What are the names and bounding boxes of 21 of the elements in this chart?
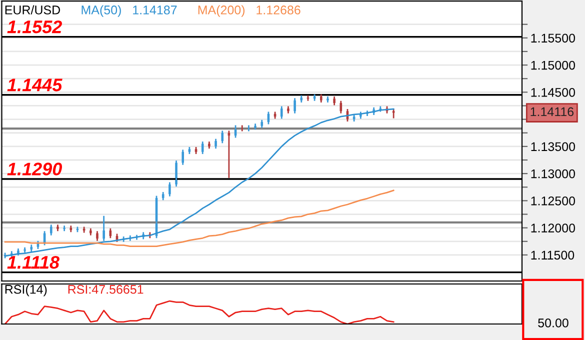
ref-line-label: 1.1290 [7,162,62,176]
line-series [4,190,394,247]
line-series [4,108,394,257]
ref-line-label: 1.1118 [7,256,60,269]
chart-title: RSI(14) [5,284,47,296]
y-tick-label: 1.15000 [531,60,576,70]
text: MA(200) 1.12686 [198,5,300,17]
text: 1.14116 [530,107,574,116]
y-tick-label: 1.11500 [531,250,574,260]
chart-title: EUR/USD [5,5,60,14]
y-tick-label: 1.12500 [531,196,576,206]
text: MA(50) 1.14187 [82,5,177,17]
y-tick-label: 1.14500 [531,88,576,97]
ref-line-label: 1.1552 [7,20,62,34]
text: 50.00 [538,318,568,328]
series-label: RSI:47.56651 [68,284,144,294]
y-tick-label: 1.15500 [531,34,576,43]
y-tick-label: 1.12000 [531,224,576,232]
y-tick-label: 1.13500 [531,142,576,152]
y-tick-label: 1.13000 [531,169,576,178]
ref-line-label: 1.1445 [7,78,62,92]
